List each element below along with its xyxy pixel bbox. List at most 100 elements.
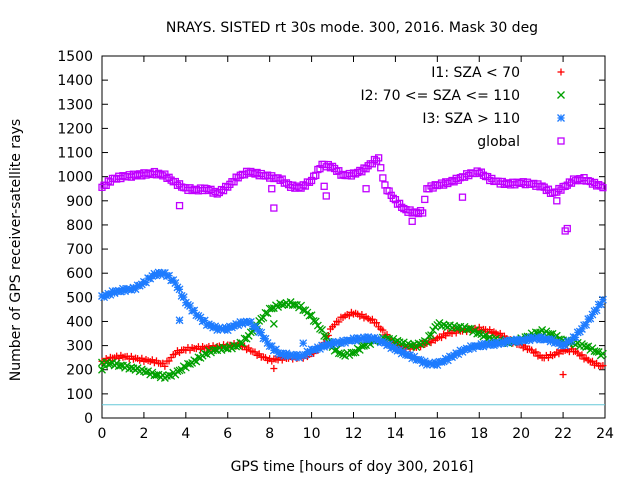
data-point-outlier [553, 197, 561, 205]
series-0 [98, 308, 607, 379]
data-point [165, 371, 174, 380]
data-point-outlier [269, 319, 278, 328]
data-point [421, 195, 429, 204]
data-point [427, 339, 435, 347]
data-point [175, 285, 184, 294]
data-point [305, 178, 314, 186]
data-point [416, 206, 425, 215]
data-point [379, 326, 387, 334]
legend-marker [557, 68, 565, 76]
data-point [532, 348, 540, 356]
data-point [588, 357, 596, 365]
data-point [310, 172, 318, 180]
data-point [167, 176, 175, 184]
data-point [598, 295, 607, 304]
legend-marker [557, 114, 565, 122]
data-point [379, 174, 387, 182]
data-point [161, 362, 169, 370]
data-point-outlier [270, 365, 278, 373]
x-tick-label: 6 [223, 426, 232, 442]
legend-label: I1: SZA < 70 [431, 65, 520, 81]
y-tick-label: 1500 [57, 49, 93, 65]
y-tick-label: 300 [66, 339, 93, 355]
y-tick-label: 1400 [57, 73, 93, 89]
y-tick-label: 100 [66, 387, 93, 403]
data-point [314, 165, 322, 174]
data-point [385, 187, 393, 195]
data-point [318, 325, 327, 334]
series-3 [98, 154, 607, 235]
data-point [116, 361, 125, 370]
data-point [438, 334, 446, 342]
data-point [305, 311, 314, 320]
legend-label: I3: SZA > 110 [422, 111, 520, 127]
data-point [395, 199, 404, 208]
data-point [456, 173, 465, 182]
data-point-outlier [563, 224, 571, 233]
data-point [548, 189, 557, 197]
data-point [483, 172, 492, 181]
y-tick-label: 200 [66, 363, 93, 379]
x-tick-label: 12 [345, 426, 363, 442]
data-point [599, 362, 607, 370]
data-point [203, 185, 211, 193]
data-point [389, 194, 397, 203]
data-point [311, 317, 320, 326]
legend: I1: SZA < 70 I2: 70 <= SZA <= 110 I3: SZA … [360, 65, 565, 150]
data-point [104, 360, 113, 369]
data-point [377, 164, 385, 172]
data-point [360, 164, 368, 172]
x-tick-label: 14 [387, 426, 405, 442]
data-point [370, 155, 379, 164]
data-point [307, 311, 316, 320]
y-tick-label: 500 [66, 290, 93, 306]
data-point [335, 318, 343, 326]
data-point [106, 359, 115, 368]
x-tick-label: 8 [265, 426, 274, 442]
data-point [335, 167, 343, 175]
y-tick-label: 900 [66, 194, 93, 210]
data-point [274, 303, 283, 311]
data-points [98, 154, 607, 382]
data-point [194, 353, 203, 362]
plot-border [101, 55, 606, 419]
data-point [597, 182, 605, 190]
data-point [496, 329, 504, 337]
y-tick-label: 1000 [57, 170, 93, 186]
x-tick-label: 18 [470, 426, 488, 442]
data-point [240, 334, 249, 343]
x-tick-label: 4 [181, 426, 190, 442]
data-point [236, 171, 244, 179]
y-tick-label: 0 [84, 411, 93, 427]
data-point-outlier [268, 185, 276, 193]
data-point [598, 349, 607, 358]
data-point [374, 154, 383, 162]
data-point-outlier [559, 371, 567, 379]
data-point [473, 167, 481, 175]
data-point [278, 175, 286, 183]
data-point [422, 338, 431, 347]
data-point [179, 293, 188, 302]
data-point [373, 319, 381, 327]
data-point [157, 170, 165, 179]
data-point-outlier [362, 185, 370, 193]
legend-label: I2: 70 <= SZA <= 110 [360, 88, 520, 104]
data-point [555, 350, 563, 358]
data-point [454, 323, 463, 332]
y-tick-label: 400 [66, 314, 93, 330]
y-axis-label: Number of GPS receiver-satellite rays [8, 119, 24, 381]
data-point [368, 315, 376, 323]
data-point-outlier [299, 339, 308, 348]
x-tick-label: 10 [303, 426, 321, 442]
data-point [142, 368, 150, 377]
data-point [257, 314, 266, 323]
data-point-outlier [175, 316, 184, 325]
data-point [200, 349, 209, 358]
data-point [322, 332, 331, 341]
x-tick-label: 22 [554, 426, 572, 442]
data-point [398, 203, 406, 211]
data-point [152, 371, 161, 380]
data-point-outlier [322, 192, 330, 200]
legend-marker [557, 91, 565, 99]
